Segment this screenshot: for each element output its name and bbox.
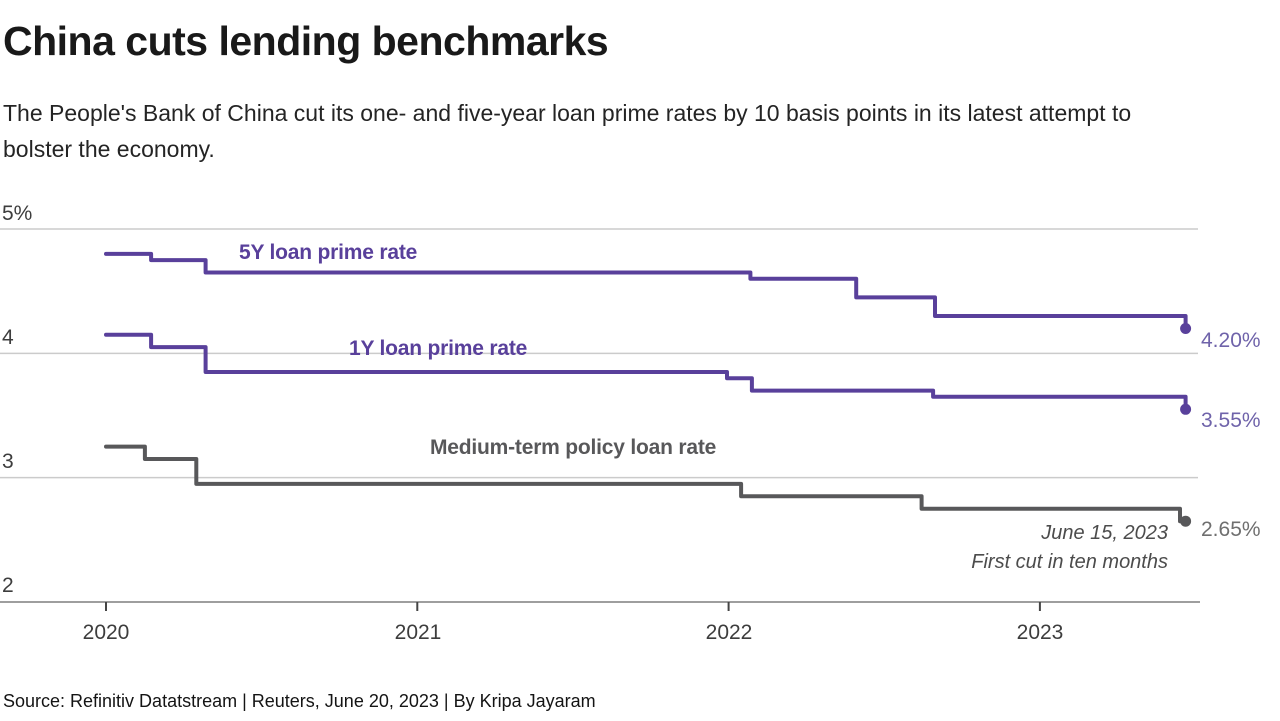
end-value-label-5y: 4.20% — [1201, 329, 1261, 352]
chart-subtitle-line-2: bolster the economy. — [3, 136, 215, 162]
x-axis-label-2021: 2021 — [394, 621, 442, 644]
series-line-0 — [104, 251, 1188, 331]
y-axis-label-4: 4 — [2, 326, 14, 349]
series-label-medium-term-policy-loan-rate: Medium-term policy loan rate — [430, 436, 717, 459]
annotation-date: June 15, 2023 — [1041, 522, 1168, 544]
end-value-label-1y: 3.55% — [1201, 409, 1261, 432]
series-label-1y-loan-prime-rate: 1Y loan prime rate — [349, 337, 528, 360]
series-end-dot-0 — [1180, 323, 1192, 334]
series-line-2 — [104, 444, 1188, 524]
y-axis-label-2: 2 — [2, 574, 14, 597]
x-axis-label-2022: 2022 — [705, 621, 753, 644]
series-end-dot-2 — [1180, 515, 1192, 527]
series-label-5y-loan-prime-rate: 5Y loan prime rate — [239, 241, 418, 264]
y-axis-label-3: 3 — [2, 450, 14, 473]
chart-subtitle: The People's Bank of China cut its one- … — [3, 95, 1131, 167]
chart-title: China cuts lending benchmarks — [3, 18, 609, 64]
x-axis-label-2020: 2020 — [82, 621, 130, 644]
y-axis-label-5pct: 5% — [2, 202, 33, 225]
series-line-1 — [104, 332, 1188, 412]
x-axis-label-2023: 2023 — [1016, 621, 1064, 644]
series-end-dot-1 — [1180, 403, 1192, 415]
annotation: June 15, 2023 First cut in ten months — [971, 519, 1168, 577]
annotation-note: First cut in ten months — [971, 551, 1168, 573]
end-value-label-mlf: 2.65% — [1201, 518, 1261, 541]
source-credit: Source: Refinitiv Datatstream | Reuters,… — [3, 691, 596, 711]
chart-subtitle-line-1: The People's Bank of China cut its one- … — [3, 100, 1132, 126]
